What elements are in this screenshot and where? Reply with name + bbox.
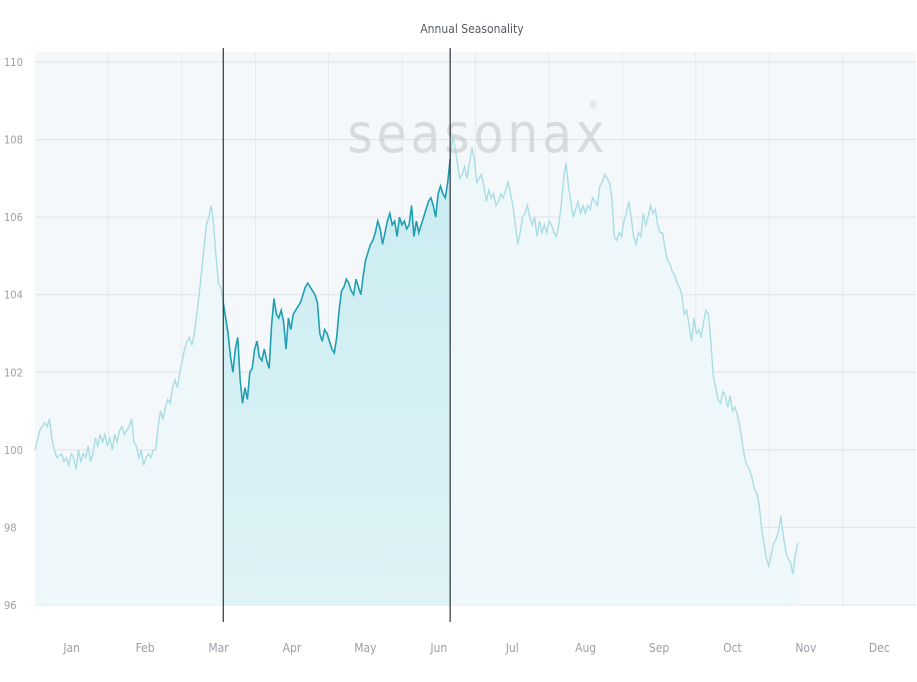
y-tick-label: 104 (4, 289, 23, 302)
x-tick-label: Dec (869, 641, 890, 655)
chart-title: Annual Seasonality (420, 22, 524, 36)
y-axis-ticks: 96 98 100 102 104 106 108 110 (4, 56, 23, 612)
x-tick-label: Jul (505, 641, 519, 655)
x-tick-label: Jun (429, 641, 447, 655)
y-tick-label: 96 (4, 599, 17, 612)
x-tick-label: Mar (208, 641, 229, 655)
series-line-after (449, 135, 799, 575)
y-tick-label: 98 (4, 521, 17, 534)
series-line-highlight (222, 158, 451, 404)
x-tick-label: Aug (575, 641, 596, 655)
area-fill-after (450, 135, 798, 605)
x-tick-label: Feb (136, 641, 155, 655)
series-line-before (34, 205, 224, 470)
x-tick-label: Sep (649, 641, 670, 655)
watermark-logo: seasonax (347, 102, 608, 165)
area-fills (35, 135, 798, 605)
y-tick-label: 110 (4, 56, 23, 69)
area-fill-before (35, 205, 224, 605)
highlight-dividers (222, 48, 451, 622)
y-tick-label: 108 (4, 134, 23, 147)
x-tick-label: Oct (723, 641, 742, 655)
series-lines (34, 135, 799, 575)
x-tick-label: Jan (62, 641, 80, 655)
y-tick-label: 100 (4, 444, 23, 457)
x-tick-label: Apr (283, 641, 302, 655)
y-tick-label: 106 (4, 211, 23, 224)
watermark-registered-mark: ® (588, 98, 598, 111)
x-tick-label: Nov (795, 641, 817, 655)
x-tick-label: May (354, 641, 377, 655)
area-fill-highlight (223, 158, 451, 605)
x-axis-ticks: Jan Feb Mar Apr May Jun Jul Aug Sep Oct Nov Dec (62, 641, 889, 655)
y-tick-label: 102 (4, 366, 23, 379)
